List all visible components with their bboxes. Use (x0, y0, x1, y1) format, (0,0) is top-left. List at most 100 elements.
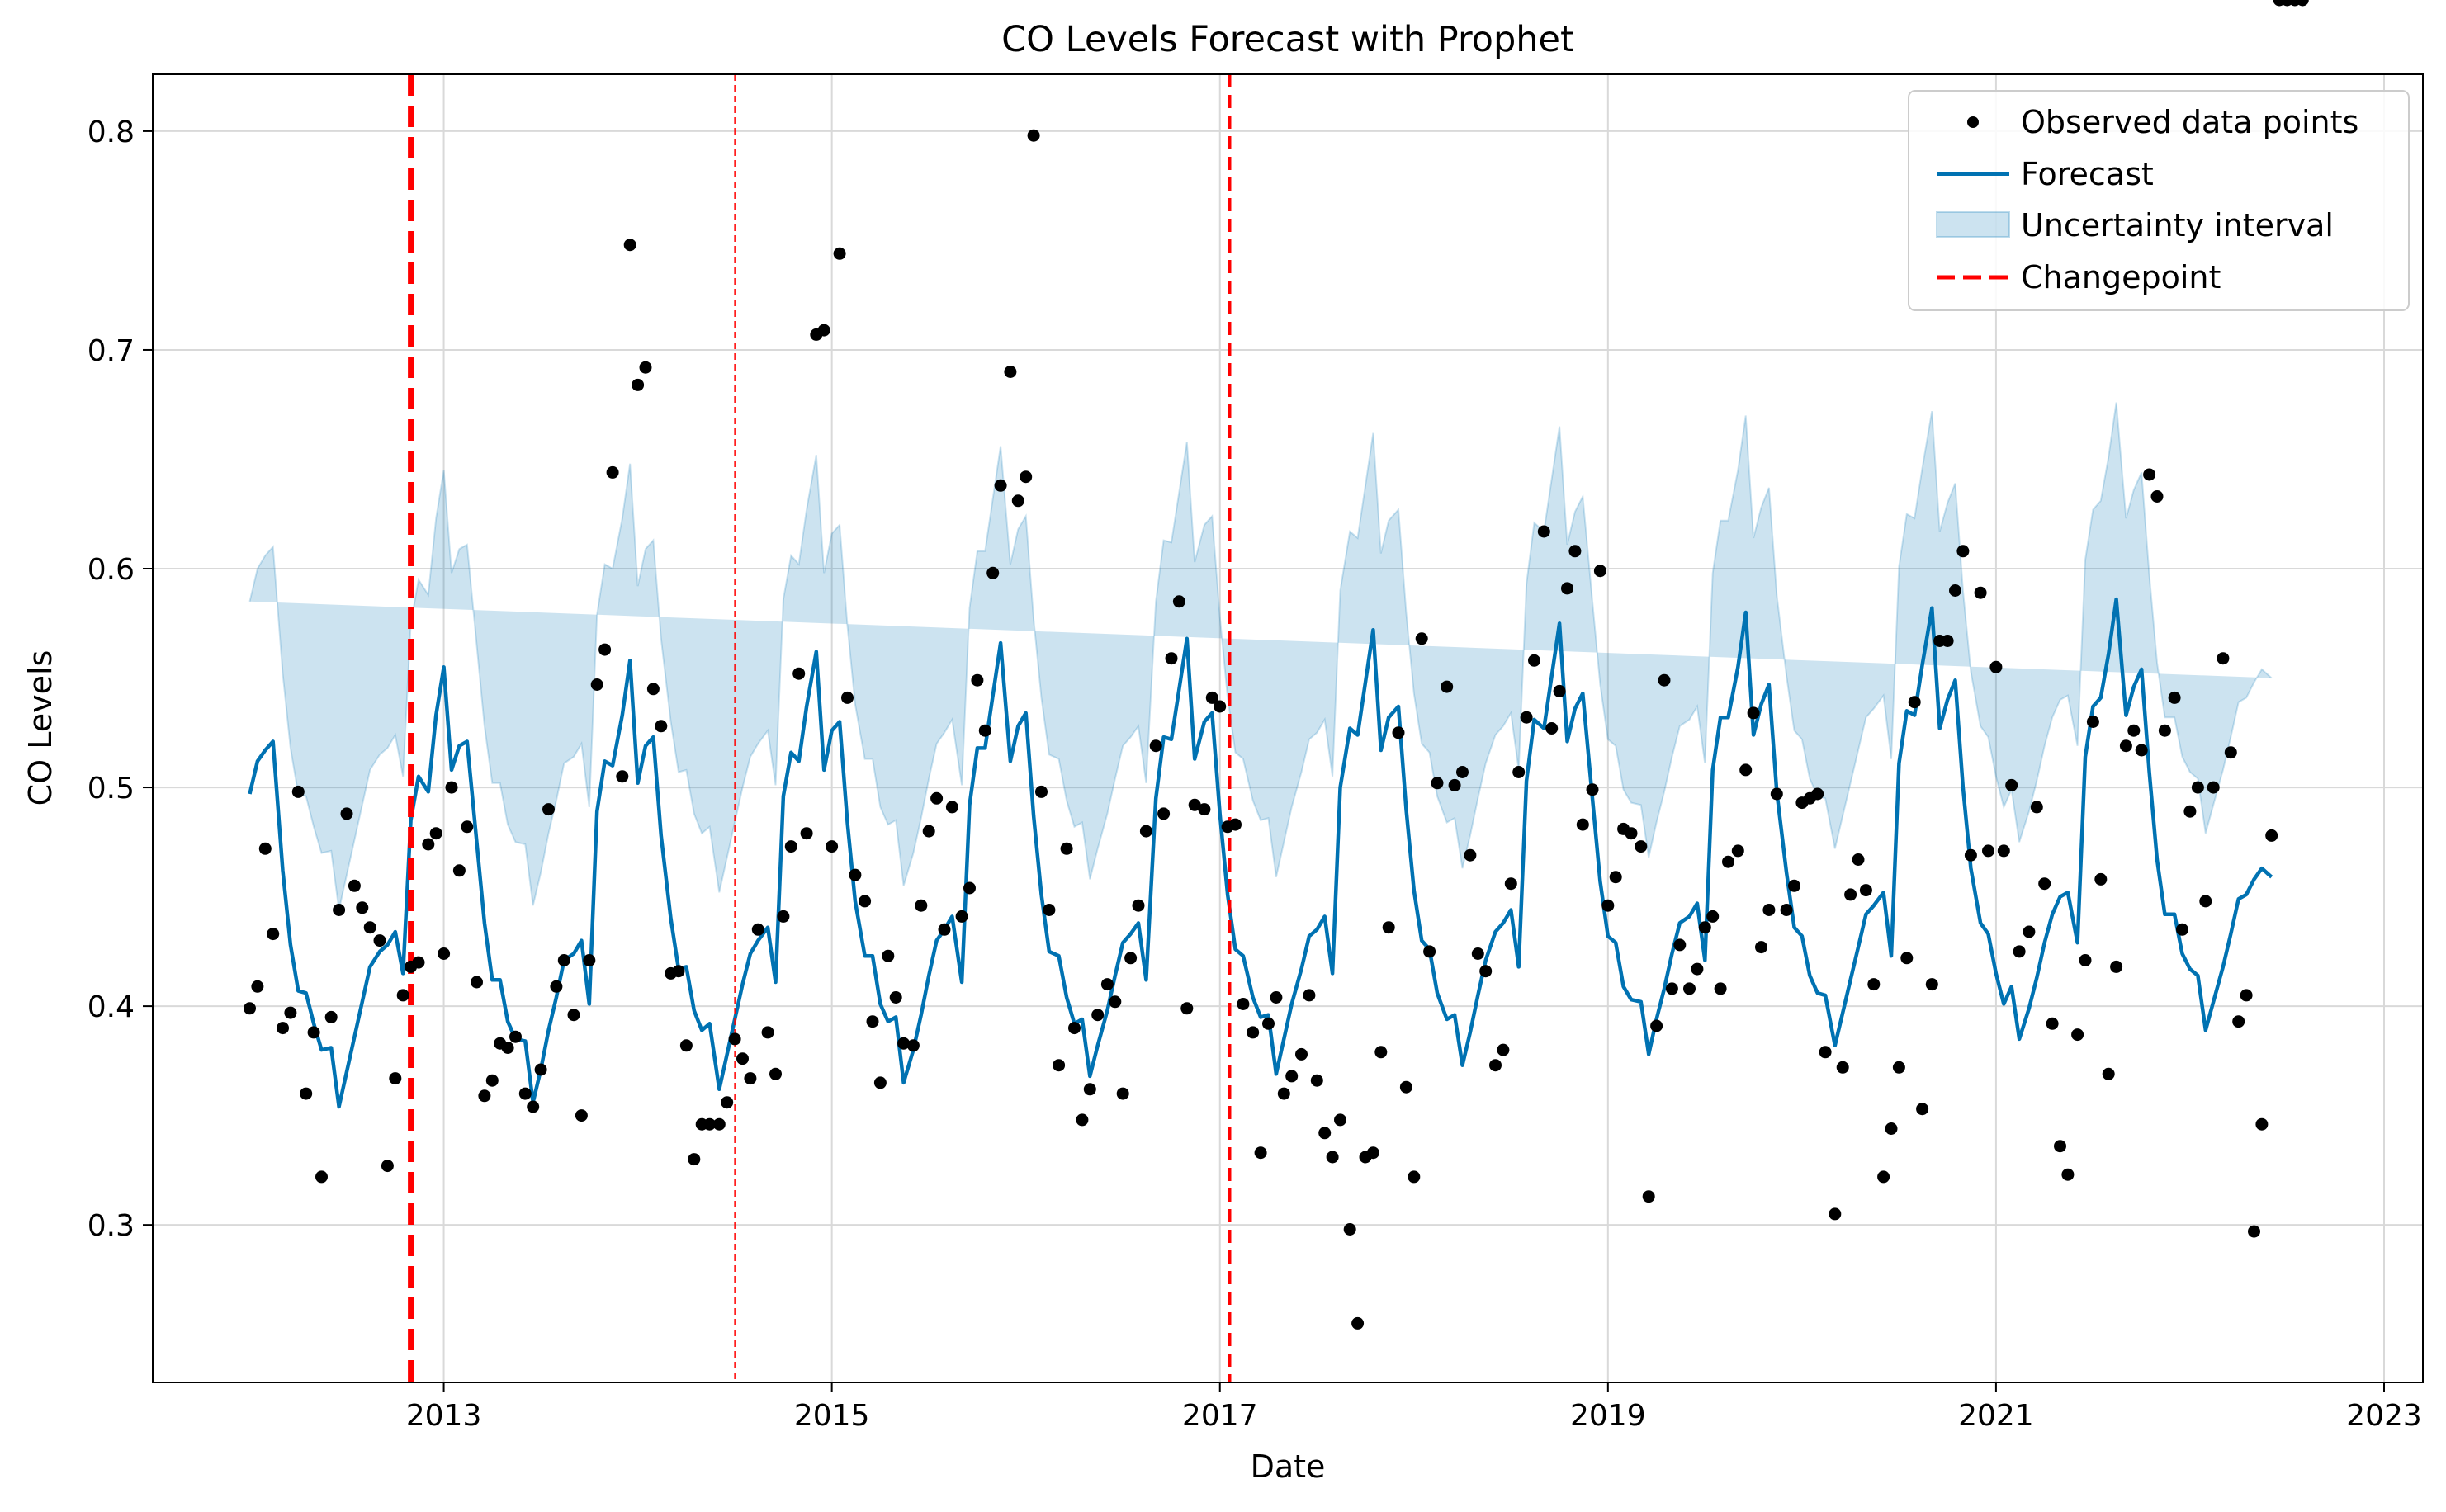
observed-point (1698, 921, 1711, 934)
observed-point (567, 1009, 580, 1022)
observed-point (1553, 684, 1566, 697)
observed-point (2061, 1168, 2075, 1181)
observed-point (1852, 853, 1865, 866)
observed-point (422, 838, 435, 851)
observed-point (703, 1117, 717, 1131)
observed-point (251, 980, 264, 993)
observed-point (267, 928, 280, 941)
observed-point (1528, 654, 1540, 667)
observed-point (324, 1010, 338, 1023)
observed-point (2079, 954, 2092, 966)
observed-point (429, 827, 442, 840)
observed-point (356, 901, 369, 914)
observed-point (1982, 844, 1994, 858)
observed-point (501, 1042, 514, 1054)
observed-point (2217, 652, 2230, 665)
observed-point (1100, 978, 1114, 991)
observed-point (1318, 1127, 1332, 1140)
observed-point (1471, 947, 1484, 960)
observed-point (452, 864, 466, 877)
observed-point (945, 801, 958, 814)
observed-point (1027, 129, 1040, 142)
observed-point (1941, 635, 1954, 647)
forecast-line (248, 597, 2273, 1109)
observed-point (2086, 716, 2099, 728)
observed-point (1205, 691, 1218, 704)
observed-point (485, 1074, 499, 1087)
observed-point (1714, 982, 1727, 995)
observed-point (1109, 995, 1122, 1009)
observed-point (1642, 1190, 1655, 1203)
observed-point (2127, 724, 2141, 737)
observed-point (2199, 895, 2212, 908)
observed-point (1859, 884, 1872, 897)
observed-point (859, 895, 872, 908)
observed-point (1665, 982, 1678, 995)
observed-point (955, 910, 968, 923)
observed-point (1504, 877, 1517, 891)
observed-point (906, 1039, 920, 1052)
observed-point (1053, 1059, 1066, 1072)
observed-point (1586, 783, 1599, 796)
observed-point (655, 720, 668, 733)
observed-point (1650, 1019, 1663, 1032)
observed-point (1956, 545, 1970, 558)
observed-point (1415, 632, 1428, 645)
observed-point (478, 1089, 491, 1103)
y-tick-label: 0.3 (88, 1209, 135, 1243)
observed-point (1576, 818, 1589, 831)
observed-point (284, 1006, 297, 1019)
legend-box (1908, 90, 2410, 311)
observed-point (777, 910, 790, 923)
observed-point (445, 781, 458, 794)
observed-point (2119, 739, 2132, 753)
y-axis-ticks: 0.3 0.4 0.5 0.6 0.7 0.8 (88, 116, 153, 1243)
observed-point (1780, 904, 1793, 916)
observed-point (307, 1026, 320, 1039)
observed-point (1925, 978, 1938, 991)
observed-point (751, 923, 764, 936)
observed-point (2158, 724, 2171, 737)
observed-point (1214, 700, 1227, 713)
legend-marker-observed (1967, 116, 1979, 128)
observed-point (1770, 787, 1783, 801)
observed-point (866, 1015, 879, 1028)
observed-point (646, 683, 660, 696)
observed-point (1885, 1122, 1898, 1135)
y-tick-label: 0.7 (88, 334, 135, 368)
observed-point (1609, 871, 1622, 884)
observed-point (1722, 855, 1734, 868)
observed-point (994, 479, 1007, 492)
observed-point (1060, 842, 1073, 855)
observed-point (1989, 660, 2003, 673)
observed-point (1295, 1047, 1308, 1061)
observed-point (1673, 938, 1687, 952)
observed-point (258, 842, 272, 855)
observed-point (1020, 470, 1033, 484)
observed-point (518, 1087, 532, 1100)
observed-point (2038, 877, 2051, 891)
observed-point (1343, 1223, 1356, 1236)
observed-point (1431, 777, 1444, 790)
observed-point (1229, 818, 1242, 831)
legend-label-changepoint: Changepoint (2021, 259, 2221, 295)
observed-point (2013, 945, 2026, 958)
observed-point (769, 1067, 782, 1080)
observed-point (938, 923, 951, 936)
observed-point (550, 980, 563, 993)
observed-point (1635, 840, 1648, 853)
observed-point (1731, 844, 1744, 858)
observed-point (1537, 525, 1550, 538)
observed-point (348, 879, 361, 892)
observed-point (2030, 801, 2043, 814)
observed-point (277, 1022, 289, 1035)
observed-point (1908, 696, 1921, 709)
observed-point (1262, 1017, 1275, 1030)
observed-point (471, 976, 483, 989)
observed-point (800, 827, 813, 840)
observed-point (291, 785, 305, 798)
observed-point (1011, 494, 1024, 508)
observed-point (315, 1170, 328, 1184)
observed-point (1198, 803, 1211, 816)
